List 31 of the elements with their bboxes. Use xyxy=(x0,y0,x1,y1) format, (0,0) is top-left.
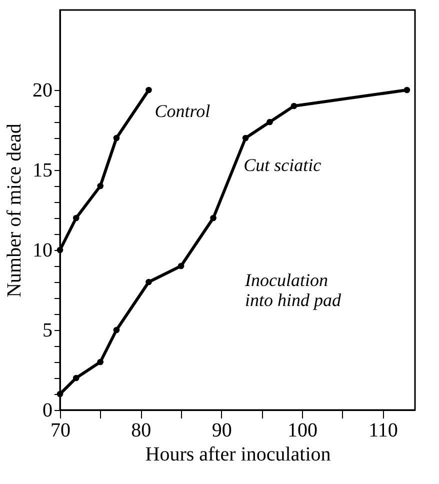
point xyxy=(178,262,184,270)
y-tick-label: 0 xyxy=(42,400,52,422)
x-tick-label: 110 xyxy=(368,420,398,442)
y-tick-label: 20 xyxy=(32,80,52,102)
point xyxy=(242,134,249,142)
point xyxy=(72,214,80,222)
point xyxy=(146,278,152,286)
point xyxy=(97,182,104,190)
point xyxy=(113,326,120,334)
point xyxy=(56,246,64,254)
x-tick-label: 70 xyxy=(50,420,70,442)
series-label: Control xyxy=(154,101,210,121)
point xyxy=(113,134,120,142)
y-tick-label: 5 xyxy=(42,320,52,342)
point xyxy=(210,214,216,222)
point xyxy=(290,102,298,110)
point xyxy=(72,374,80,382)
point xyxy=(146,86,152,94)
point xyxy=(56,390,64,398)
y-tick-label: 10 xyxy=(32,240,52,262)
y-tick-label: 15 xyxy=(32,160,52,182)
x-axis-title: Hours after inoculation xyxy=(145,444,331,466)
point xyxy=(266,118,273,126)
annotation: Inoculation into hind pad xyxy=(244,270,342,310)
x-tick-label: 100 xyxy=(288,420,318,442)
series-label: Cut sciatic xyxy=(244,155,322,175)
point xyxy=(404,86,410,94)
y-axis-title: Number of mice dead xyxy=(4,124,26,298)
x-tick-label: 80 xyxy=(131,420,152,442)
x-tick-label: 90 xyxy=(212,420,232,442)
point xyxy=(97,358,104,366)
